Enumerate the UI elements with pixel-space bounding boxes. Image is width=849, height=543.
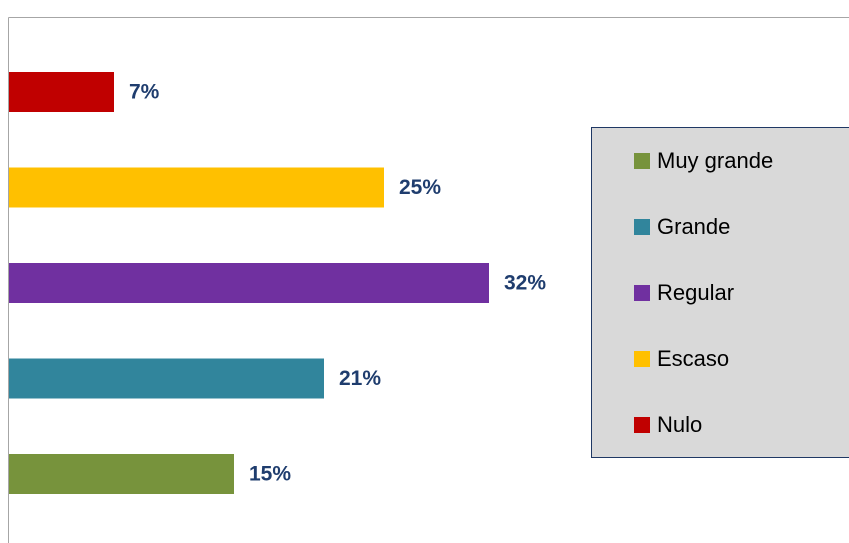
legend-label: Grande bbox=[657, 214, 730, 239]
data-label: 21% bbox=[339, 367, 381, 390]
bar bbox=[9, 454, 234, 494]
bar bbox=[9, 72, 114, 112]
data-label: 32% bbox=[504, 272, 546, 295]
legend-swatch bbox=[634, 351, 650, 367]
legend-label: Regular bbox=[657, 280, 734, 305]
bar bbox=[9, 167, 384, 208]
bar bbox=[9, 263, 489, 303]
data-label: 15% bbox=[249, 463, 291, 486]
legend-swatch bbox=[634, 153, 650, 169]
legend-label: Nulo bbox=[657, 412, 702, 437]
data-label: 25% bbox=[399, 176, 441, 199]
data-label: 7% bbox=[129, 81, 160, 104]
legend-swatch bbox=[634, 219, 650, 235]
bar bbox=[9, 358, 324, 399]
legend-swatch bbox=[634, 417, 650, 433]
legend-label: Muy grande bbox=[657, 148, 773, 173]
legend-swatch bbox=[634, 285, 650, 301]
legend-label: Escaso bbox=[657, 346, 729, 371]
